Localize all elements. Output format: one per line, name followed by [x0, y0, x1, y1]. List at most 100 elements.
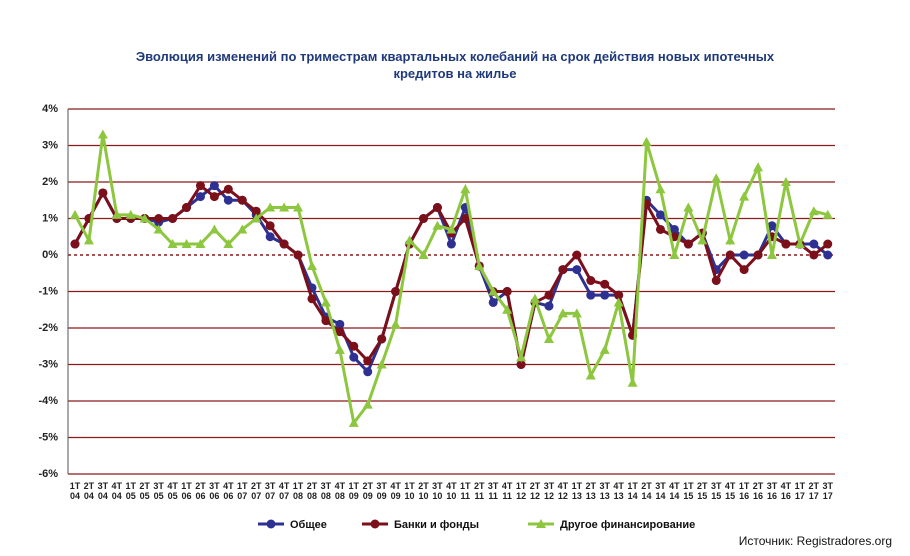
x-tick-label: 4T 07: [278, 481, 290, 501]
marker: [321, 316, 331, 326]
marker: [446, 224, 457, 234]
marker: [376, 359, 387, 369]
marker: [516, 360, 526, 369]
x-tick-label: 4T 05: [167, 481, 178, 501]
marker: [279, 202, 290, 212]
x-tick-label: 2T 11: [473, 481, 485, 501]
marker: [83, 235, 94, 245]
marker: [543, 333, 554, 343]
marker: [209, 224, 220, 234]
marker: [125, 209, 136, 219]
marker: [97, 129, 108, 139]
marker: [600, 290, 610, 300]
x-tick-label: 3T 17: [822, 481, 833, 501]
y-tick-label: 3%: [42, 139, 58, 151]
x-tick-label: 3T 05: [153, 481, 164, 501]
marker: [725, 235, 736, 245]
marker: [739, 265, 749, 275]
x-tick-label: 3T 13: [599, 481, 610, 501]
x-tick-label: 2T 09: [362, 481, 373, 501]
y-tick-label: -5%: [38, 431, 58, 443]
marker: [320, 297, 331, 307]
marker: [697, 235, 708, 245]
marker: [265, 232, 275, 242]
marker: [223, 184, 233, 194]
marker: [237, 195, 247, 205]
x-tick-label: 3T 14: [655, 481, 666, 501]
marker: [753, 162, 764, 172]
x-tick-label: 1T 17: [794, 481, 806, 501]
marker: [182, 203, 192, 213]
x-tick-label: 1T 07: [237, 481, 248, 501]
marker: [725, 250, 735, 260]
marker: [432, 203, 442, 213]
marker: [168, 214, 178, 223]
marker: [460, 184, 471, 194]
legend-label: Банки и фонды: [394, 519, 479, 531]
marker: [627, 377, 638, 387]
marker: [195, 181, 205, 191]
legend-item: Банки и фонды: [362, 519, 479, 531]
marker: [251, 206, 261, 216]
x-tick-label: 2T 05: [139, 481, 150, 501]
marker: [767, 250, 777, 259]
y-tick-label: 2%: [42, 176, 58, 188]
marker: [251, 213, 262, 223]
marker: [223, 239, 234, 249]
marker: [139, 213, 150, 223]
marker: [530, 293, 541, 303]
marker: [516, 352, 527, 362]
y-tick-label: 1%: [42, 212, 58, 224]
x-tick-label: 4T 16: [780, 481, 792, 501]
chart-title: Эволюция изменений по триместрам квартал…: [135, 49, 775, 81]
marker: [557, 308, 568, 318]
marker: [572, 265, 582, 275]
y-tick-label: -1%: [38, 285, 58, 297]
marker: [391, 287, 401, 296]
series-line: [73, 183, 829, 365]
x-tick-label: 3T 11: [487, 481, 499, 501]
marker: [279, 239, 289, 249]
legend-item: Общее: [258, 519, 327, 531]
marker: [349, 352, 359, 362]
marker: [781, 239, 791, 249]
x-tick-label: 3T 09: [376, 481, 387, 501]
legend-label: Общее: [290, 519, 327, 531]
y-tick-label: -2%: [38, 322, 58, 334]
x-tick-label: 4T 12: [557, 481, 569, 501]
marker: [111, 209, 122, 219]
marker: [432, 220, 443, 230]
marker: [335, 319, 345, 329]
marker: [209, 181, 219, 191]
x-tick-label: 2T 15: [697, 481, 708, 501]
marker: [237, 224, 248, 234]
x-tick-label: 4T 10: [446, 481, 457, 501]
marker: [823, 239, 833, 249]
marker: [794, 239, 805, 249]
x-tick-label: 1T 16: [738, 481, 750, 501]
marker: [614, 290, 624, 300]
marker: [167, 239, 178, 249]
marker: [655, 210, 665, 220]
x-tick-label: 3T 06: [209, 481, 220, 501]
marker: [809, 239, 819, 249]
x-tick-label: 3T 04: [97, 481, 109, 501]
legend-marker: [370, 519, 380, 529]
marker: [808, 206, 819, 216]
y-tick-label: -3%: [38, 358, 58, 370]
marker: [558, 265, 568, 275]
marker: [335, 327, 345, 337]
x-tick-label: 4T 13: [613, 481, 624, 501]
x-tick-label: 4T 06: [223, 481, 234, 501]
x-tick-label: 1T 11: [460, 481, 471, 501]
marker: [655, 224, 665, 234]
x-tick-label: 2T 12: [529, 481, 541, 501]
marker: [98, 188, 108, 198]
x-tick-label: 1T 05: [125, 481, 136, 501]
x-tick-label: 3T 15: [710, 481, 722, 501]
marker: [823, 250, 833, 260]
marker: [753, 250, 763, 260]
marker: [154, 214, 164, 223]
marker: [669, 224, 679, 234]
